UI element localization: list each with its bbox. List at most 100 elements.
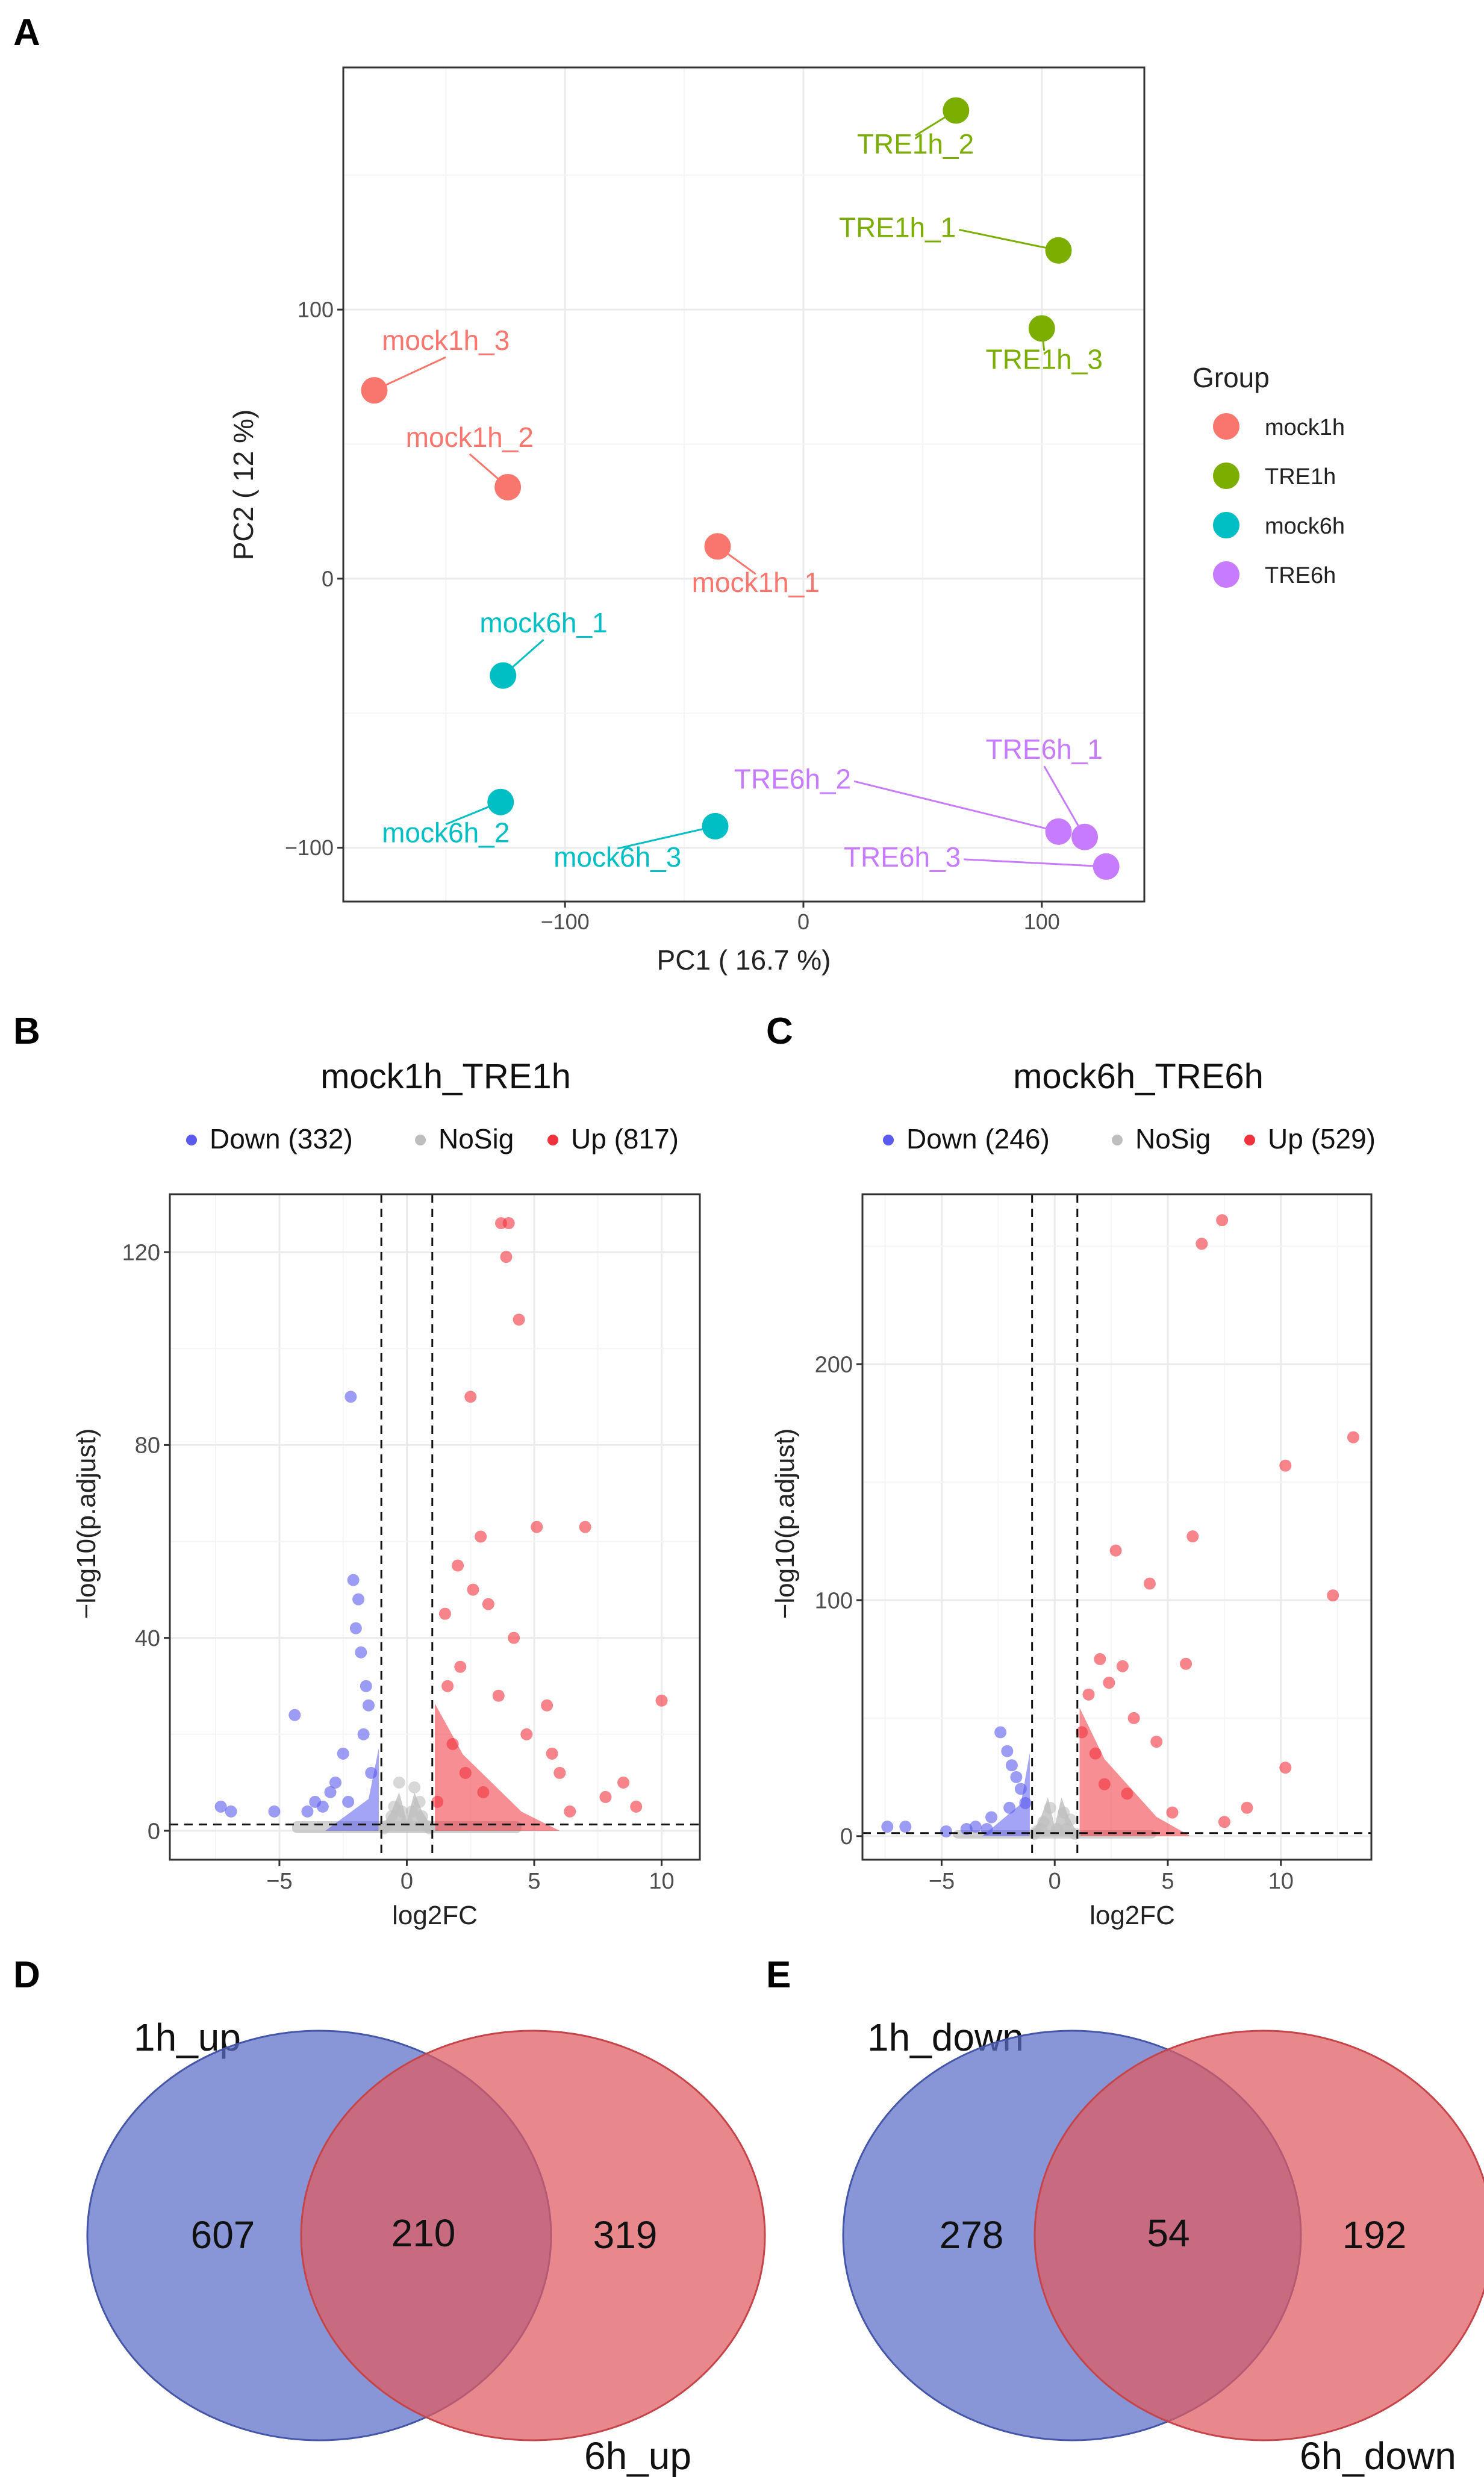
volcano-6h-plot-border [861,1193,1373,1861]
volcano-6h-grid [862,1194,1371,1860]
volcano-point-down [1019,1796,1032,1809]
y-tick-label: 0 [322,566,334,591]
legend-label-mock6h: mock6h [1265,514,1345,539]
legend-label-down: Down (246) [906,1123,1050,1154]
volcano-point-down [1010,1771,1023,1783]
pca-point-mock1h_1 [704,533,731,560]
volcano-point-up [655,1694,668,1707]
volcano-point-down [881,1821,894,1833]
volcano-point-up [630,1800,643,1813]
volcano-point-up [464,1391,477,1403]
volcano-point-up [1082,1688,1095,1701]
volcano-point-nosig [1050,1823,1063,1836]
volcano-point-up [1218,1816,1230,1828]
pca-point-label: mock6h_1 [479,607,607,638]
legend-label-TRE6h: TRE6h [1265,563,1336,588]
pca-legend: Group mock1h TRE1h mock6h TRE6h [1192,362,1345,588]
volcano-point-nosig [416,1810,428,1822]
venn-up-only-a-count: 607 [191,2213,255,2257]
volcano-point-down [360,1680,372,1692]
pca-points: mock1h_1 mock1h_2 mock1h_3 TRE1h_1 TRE1h_2 TR… [361,97,1120,880]
volcano-6h-x-axis-label: log2FC [1090,1901,1175,1930]
pca-y-axis-label: PC2 ( 12 %) [228,410,259,561]
volcano-point-up [1094,1653,1106,1665]
volcano-1h-grid [170,1194,700,1860]
volcano-point-up [482,1598,494,1610]
volcano-point-up [1109,1544,1122,1557]
volcano-point-nosig [1044,1801,1056,1814]
x-tick-label: 5 [528,1869,540,1894]
pca-point-mock6h_1 [490,662,517,689]
down-dense-region [982,1753,1030,1836]
pca-x-axis-label: PC1 ( 16.7 %) [657,944,831,976]
panel-label-a: A [13,12,40,54]
pca-point-label: TRE6h_1 [986,734,1103,765]
volcano-point-nosig [396,1805,408,1818]
legend-label-up: Up (817) [571,1123,679,1154]
legend-label-mock1h: mock1h [1265,415,1345,440]
legend-label-down: Down (332) [210,1123,353,1154]
volcano-point-up [1196,1238,1208,1250]
pca-plot-border [342,66,1146,903]
up-dense-region [435,1703,560,1831]
volcano-point-down [344,1391,357,1403]
pca-point-TRE6h_3 [1093,853,1120,880]
volcano-point-up [546,1747,558,1760]
legend-key-nosig [415,1135,426,1145]
legend-key-down [883,1135,894,1145]
volcano-point-up [477,1786,490,1798]
y-tick-label: 0 [840,1824,853,1849]
volcano-point-up [459,1766,472,1779]
volcano-point-up [438,1607,451,1620]
volcano-point-nosig [408,1781,421,1793]
volcano-1h-tick-labels: −5 0 5 10 0 40 80 120 [122,1240,675,1894]
venn-down-only-a-count: 278 [940,2213,1004,2257]
volcano-point-up [1143,1577,1156,1590]
y-tick-label: 200 [815,1352,853,1377]
pca-point-label: TRE6h_3 [844,841,961,873]
pca-point-TRE6h_1 [1071,823,1099,850]
volcano-point-up [1103,1677,1115,1689]
volcano-point-down [1005,1759,1018,1772]
volcano-point-up [520,1728,533,1740]
volcano-point-up [531,1521,543,1533]
volcano-point-up [454,1660,467,1673]
volcano-point-down [960,1823,973,1836]
legend-key-mock1h [1213,413,1239,440]
volcano-point-up [508,1631,520,1644]
volcano-point-up [1166,1806,1179,1819]
volcano-point-up [1279,1762,1292,1774]
pca-point-TRE1h_2 [943,97,970,124]
venn-up-only-b-count: 319 [593,2213,658,2257]
pca-point-label: TRE1h_3 [986,343,1103,375]
volcano-point-nosig [405,1805,418,1818]
volcano-point-down [969,1821,982,1833]
volcano-point-up [1121,1787,1133,1800]
pca-point-mock1h_3 [361,377,388,404]
volcano-point-up [492,1689,505,1702]
volcano-point-down [347,1574,360,1586]
volcano-point-up [541,1699,553,1712]
y-tick-label: 0 [148,1819,160,1844]
volcano-point-up [446,1737,459,1750]
volcano-point-up [1327,1589,1339,1602]
pca-point-mock1h_2 [494,473,522,500]
legend-key-mock6h [1213,512,1239,538]
panel-label-d: D [13,1954,40,1996]
pca-plot-area [343,67,1144,902]
volcano-point-up [513,1313,525,1326]
volcano-point-up [1241,1801,1253,1814]
legend-key-up [1244,1135,1255,1145]
pca-point-TRE6h_2 [1045,818,1072,845]
volcano-point-up [1347,1431,1359,1444]
pca-point-label: mock6h_2 [382,817,510,849]
volcano-point-up [553,1766,566,1779]
pca-legend-entries: mock1h TRE1h mock6h TRE6h [1213,413,1345,588]
legend-key-up [547,1135,558,1145]
down-dense-region [325,1748,379,1831]
volcano-point-down [1001,1745,1014,1757]
volcano-point-down [342,1795,355,1808]
volcano-point-down [980,1823,993,1836]
